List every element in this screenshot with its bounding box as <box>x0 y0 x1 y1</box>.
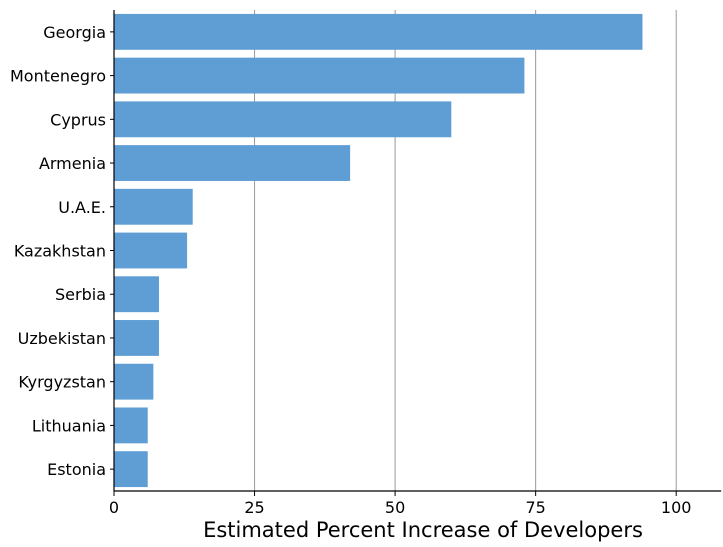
y-tick-labels: Georgia Montenegro Cyprus Armenia U.A.E. Kaza… <box>10 23 114 479</box>
bar-kyrgyzstan <box>114 363 154 400</box>
y-tick-label: Serbia <box>55 285 106 304</box>
bar-u-a-e <box>114 188 193 225</box>
x-axis-label: Estimated Percent Increase of Developers <box>203 518 643 542</box>
bar-layer <box>114 13 643 488</box>
bar-montenegro <box>114 57 525 94</box>
y-tick-label: Georgia <box>43 23 106 42</box>
y-tick-label: Lithuania <box>32 416 106 435</box>
bar-cyprus <box>114 101 452 138</box>
x-tick-label: 25 <box>244 498 264 517</box>
bar-armenia <box>114 145 351 181</box>
x-tick-label: 100 <box>661 498 692 517</box>
bar-georgia <box>114 13 643 50</box>
y-tick-label: Armenia <box>39 154 106 173</box>
bar-serbia <box>114 276 159 313</box>
x-tick-label: 75 <box>525 498 545 517</box>
x-tick-label: 0 <box>109 498 119 517</box>
y-tick-label: Cyprus <box>50 110 106 129</box>
y-tick-label: U.A.E. <box>58 198 106 217</box>
bar-uzbekistan <box>114 320 159 356</box>
y-tick-label: Montenegro <box>10 67 106 86</box>
bar-kazakhstan <box>114 232 188 269</box>
bar-estonia <box>114 451 148 488</box>
y-tick-label: Kazakhstan <box>14 242 106 261</box>
y-tick-label: Uzbekistan <box>18 329 106 348</box>
x-tick-label: 50 <box>385 498 405 517</box>
y-tick-label: Kyrgyzstan <box>18 373 106 392</box>
x-tick-labels: 0 25 50 75 100 <box>109 491 692 517</box>
bar-lithuania <box>114 407 148 444</box>
y-tick-label: Estonia <box>47 460 106 479</box>
